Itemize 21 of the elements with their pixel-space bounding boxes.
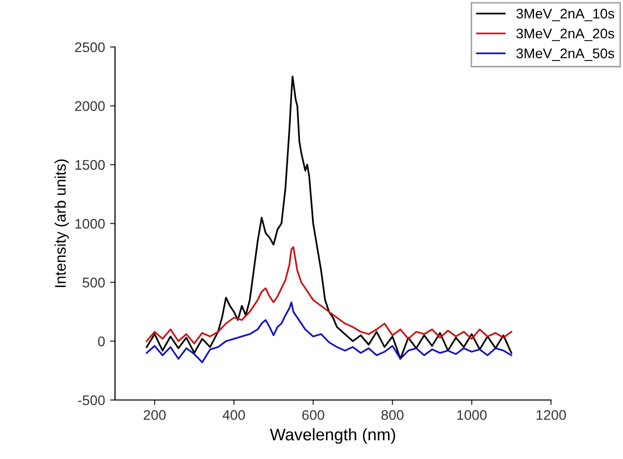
x-tick-label: 1000 xyxy=(457,410,487,420)
x-axis-title: Wavelength (nm) xyxy=(270,428,396,444)
x-tick-label: 600 xyxy=(302,410,324,420)
x-tick-label: 1200 xyxy=(536,410,566,420)
y-tick-label: -500 xyxy=(78,395,105,406)
x-tick-label: 400 xyxy=(222,410,245,420)
legend-label: 3MeV_2nA_20s xyxy=(516,28,614,42)
x-tick-label: 800 xyxy=(381,410,404,420)
line-series xyxy=(146,302,512,364)
y-tick-label: 1000 xyxy=(75,218,105,229)
y-tick-label: 0 xyxy=(98,336,105,346)
y-tick-label: 2000 xyxy=(75,101,105,112)
y-tick-label: 2500 xyxy=(75,42,105,52)
legend-label: 3MeV_2nA_50s xyxy=(516,48,614,61)
line-series xyxy=(146,76,512,360)
y-tick-label: 1500 xyxy=(75,160,105,170)
x-tick-label: 200 xyxy=(144,410,166,420)
legend-label: 3MeV_2nA_10s xyxy=(516,8,614,22)
y-axis-title: Intensity (arb units) xyxy=(54,159,69,288)
line-series xyxy=(146,246,512,344)
y-tick-label: 500 xyxy=(82,278,105,288)
